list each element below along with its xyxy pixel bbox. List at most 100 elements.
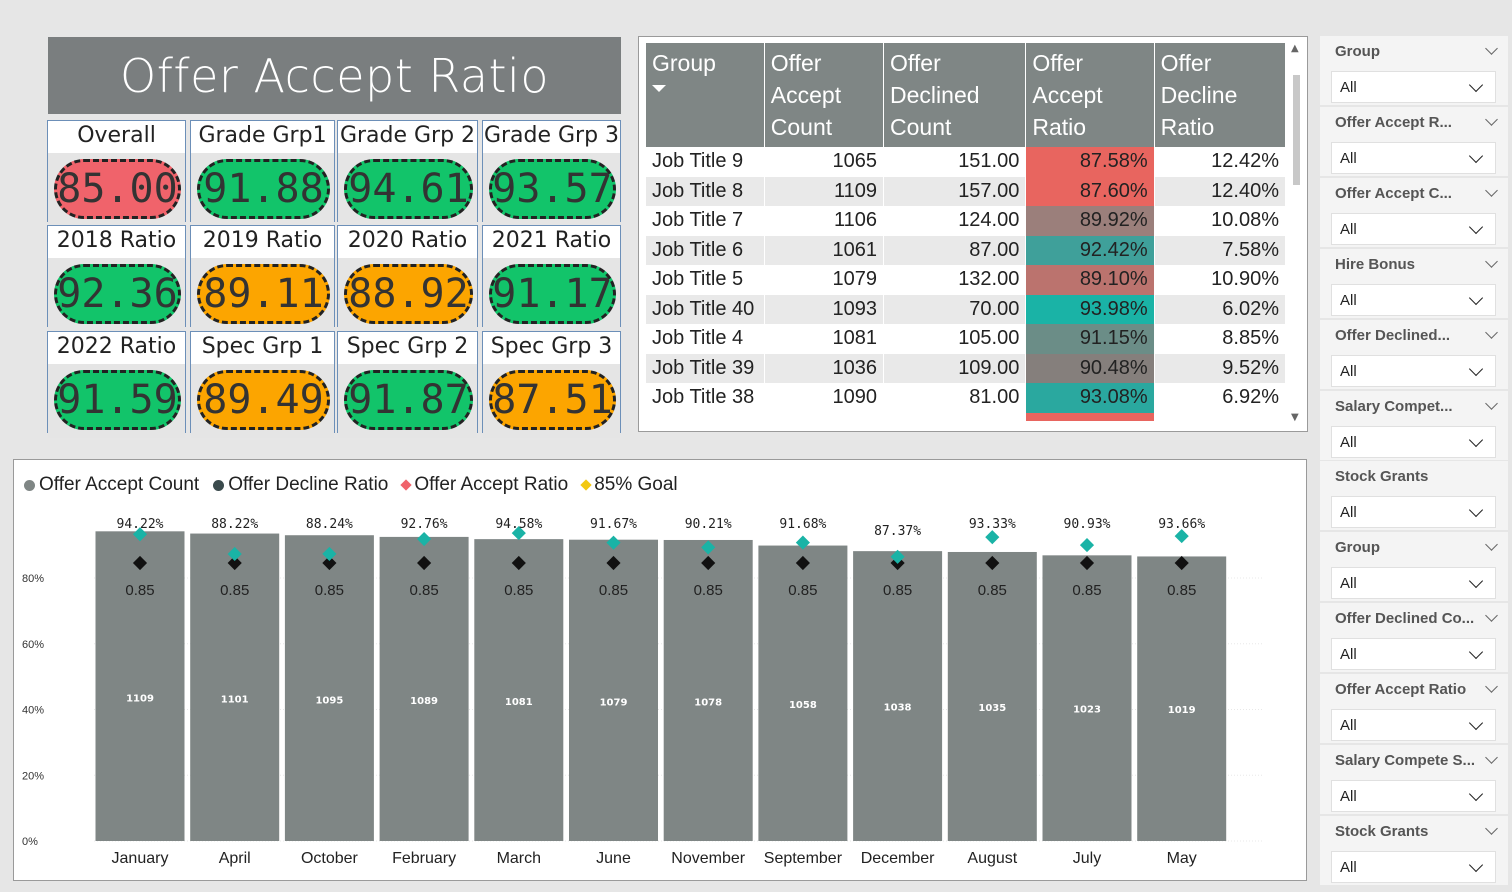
cell-group: Job Title 38 bbox=[646, 383, 765, 413]
slicer-title: Offer Declined... bbox=[1335, 326, 1451, 344]
ratio-label: 92.76% bbox=[401, 517, 448, 532]
kpi-card[interactable]: 2020 Ratio 88.92 bbox=[337, 225, 478, 332]
kpi-card[interactable]: Spec Grp 1 89.49 bbox=[190, 331, 335, 438]
chevron-down-icon[interactable] bbox=[1468, 716, 1484, 731]
collapse-chevron-icon[interactable] bbox=[1485, 751, 1498, 764]
chevron-down-icon[interactable] bbox=[1468, 857, 1484, 872]
chevron-down-icon[interactable] bbox=[1468, 786, 1484, 802]
goal-marker bbox=[132, 555, 148, 571]
collapse-chevron-icon[interactable] bbox=[1485, 183, 1498, 197]
table-row[interactable]: Job Title 39 1036 109.00 90.48% 9.52% bbox=[646, 353, 1287, 383]
kpi-value-pill: 93.57 bbox=[489, 159, 616, 219]
scroll-thumb[interactable] bbox=[1293, 75, 1300, 185]
slicer-dropdown[interactable]: All bbox=[1331, 638, 1496, 671]
legend-item-decline-ratio[interactable]: Offer Decline Ratio bbox=[213, 474, 388, 496]
collapse-chevron-icon[interactable] bbox=[1485, 538, 1498, 552]
collapse-chevron-icon[interactable] bbox=[1485, 609, 1498, 623]
table-row[interactable]: Job Title 4 1081 105.00 91.15% 8.85% bbox=[646, 324, 1287, 354]
slicer-title: Offer Accept R... bbox=[1335, 113, 1452, 131]
chevron-down-icon[interactable] bbox=[1468, 574, 1484, 589]
header-offer-accept-count[interactable]: Offer Accept Count bbox=[764, 43, 885, 147]
scroll-down-icon[interactable]: ▼ bbox=[1291, 412, 1299, 423]
header-group[interactable]: Group bbox=[646, 43, 765, 147]
chevron-down-icon[interactable] bbox=[1468, 77, 1484, 93]
slicer-title: Stock Grants bbox=[1335, 822, 1429, 840]
collapse-chevron-icon[interactable] bbox=[1485, 396, 1498, 410]
kpi-card[interactable]: Grade Grp 2 94.61 bbox=[337, 120, 478, 227]
slicer-dropdown[interactable]: All bbox=[1331, 850, 1496, 883]
header-offer-accept-ratio[interactable]: Offer Accept Ratio bbox=[1025, 43, 1155, 147]
kpi-card[interactable]: 2022 Ratio 91.59 bbox=[47, 331, 186, 438]
goal-label: 0.85 bbox=[409, 582, 438, 599]
collapse-chevron-icon[interactable] bbox=[1485, 113, 1498, 126]
goal-label: 0.85 bbox=[883, 582, 912, 599]
table-row[interactable]: Job Title 9 1065 151.00 87.58% 12.42% bbox=[646, 147, 1287, 177]
ratio-marker bbox=[1079, 537, 1095, 553]
slicer-dropdown[interactable]: All bbox=[1331, 496, 1496, 529]
collapse-chevron-icon[interactable] bbox=[1485, 325, 1498, 339]
collapse-chevron-icon[interactable] bbox=[1485, 42, 1498, 55]
ratio-label: 93.33% bbox=[969, 517, 1016, 532]
header-offer-decline-ratio[interactable]: Offer Decline Ratio bbox=[1154, 43, 1287, 147]
collapse-chevron-icon[interactable] bbox=[1485, 822, 1498, 835]
sort-desc-icon[interactable] bbox=[652, 85, 666, 92]
chevron-down-icon[interactable] bbox=[1468, 432, 1484, 447]
ratio-marker bbox=[795, 535, 810, 550]
legend-item-accept-count[interactable]: Offer Accept Count bbox=[24, 474, 199, 496]
ratio-marker bbox=[417, 531, 432, 547]
collapse-chevron-icon[interactable] bbox=[1485, 254, 1498, 268]
x-tick-label: July bbox=[1073, 850, 1101, 867]
table-row[interactable]: Job Title 40 1093 70.00 93.98% 6.02% bbox=[646, 294, 1287, 324]
kpi-card[interactable]: 2019 Ratio 89.11 bbox=[190, 225, 335, 332]
chevron-down-icon[interactable] bbox=[1468, 361, 1484, 376]
slicer-dropdown[interactable]: All bbox=[1331, 283, 1496, 316]
kpi-card[interactable]: 2018 Ratio 92.36 bbox=[47, 225, 186, 332]
offer-table[interactable]: Group Offer Accept Count Offer Declined … bbox=[638, 36, 1308, 432]
slicer-dropdown[interactable]: All bbox=[1331, 354, 1496, 387]
table-row[interactable]: Job Title 5 1079 132.00 89.10% 10.90% bbox=[646, 265, 1287, 295]
chevron-down-icon[interactable] bbox=[1468, 290, 1484, 305]
table-row[interactable]: Job Title 8 1109 157.00 87.60% 12.40% bbox=[646, 176, 1287, 206]
legend-item-accept-ratio[interactable]: Offer Accept Ratio bbox=[400, 474, 568, 496]
table-row[interactable]: Job Title 38 1090 81.00 93.08% 6.92% bbox=[646, 383, 1287, 413]
kpi-card[interactable]: Grade Grp 3 93.57 bbox=[482, 120, 621, 227]
legend-item-goal[interactable]: 85% Goal bbox=[580, 474, 678, 496]
slicer: Stock Grants All bbox=[1320, 815, 1508, 885]
goal-label: 0.85 bbox=[315, 582, 344, 599]
cell-group: Job Title 8 bbox=[646, 176, 765, 206]
ratio-label: 88.22% bbox=[211, 517, 258, 532]
chevron-down-icon[interactable] bbox=[1468, 503, 1484, 518]
cell-group: Job Title 7 bbox=[646, 206, 765, 236]
table-row[interactable]: Job Title 7 1106 124.00 89.92% 10.08% bbox=[646, 206, 1287, 236]
cell-group: Job Title 4 bbox=[646, 324, 765, 354]
kpi-card[interactable]: Grade Grp1 91.88 bbox=[190, 120, 335, 227]
kpi-card[interactable]: 2021 Ratio 91.17 bbox=[482, 225, 621, 332]
slicer-dropdown[interactable]: All bbox=[1331, 141, 1496, 174]
table-scrollbar[interactable]: ▲ ▼ bbox=[1291, 43, 1303, 423]
bar bbox=[95, 531, 185, 841]
ratio-label: 91.68% bbox=[779, 517, 826, 532]
slicer-dropdown[interactable]: All bbox=[1331, 709, 1496, 742]
scroll-up-icon[interactable]: ▲ bbox=[1291, 43, 1299, 54]
cell-accept-count: 1109 bbox=[764, 176, 885, 206]
kpi-card[interactable]: Overall 85.00 bbox=[47, 120, 186, 227]
collapse-chevron-icon[interactable] bbox=[1485, 680, 1498, 693]
kpi-value-pill: 91.17 bbox=[489, 264, 616, 324]
chevron-down-icon[interactable] bbox=[1468, 148, 1484, 163]
slicer-dropdown[interactable]: All bbox=[1331, 780, 1496, 812]
slicer-dropdown[interactable]: All bbox=[1331, 212, 1496, 245]
cell-partial bbox=[883, 412, 1027, 421]
slicer: Salary Compet... All bbox=[1320, 390, 1508, 460]
chevron-down-icon[interactable] bbox=[1468, 219, 1484, 234]
slicer-dropdown[interactable]: All bbox=[1331, 71, 1496, 103]
cell-accept-count: 1061 bbox=[764, 235, 885, 265]
header-offer-declined-count[interactable]: Offer Declined Count bbox=[883, 43, 1027, 147]
kpi-value-pill: 91.88 bbox=[197, 159, 330, 219]
slicer-dropdown[interactable]: All bbox=[1331, 425, 1496, 458]
kpi-card[interactable]: Spec Grp 3 87.51 bbox=[482, 331, 621, 438]
kpi-card[interactable]: Spec Grp 2 91.87 bbox=[337, 331, 478, 438]
cell-decline-ratio: 10.90% bbox=[1154, 265, 1287, 295]
chevron-down-icon[interactable] bbox=[1468, 645, 1484, 660]
table-row[interactable]: Job Title 6 1061 87.00 92.42% 7.58% bbox=[646, 235, 1287, 265]
slicer-dropdown[interactable]: All bbox=[1331, 567, 1496, 600]
